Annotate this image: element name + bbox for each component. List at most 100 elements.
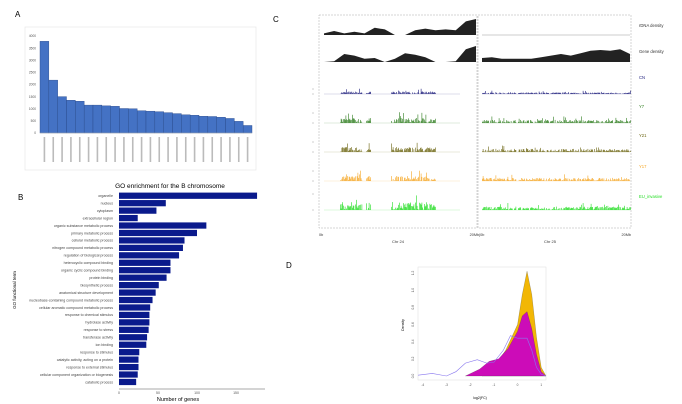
signal-bar bbox=[541, 208, 542, 210]
signal-bar bbox=[424, 150, 426, 152]
signal-bar bbox=[493, 121, 494, 123]
signal-bar bbox=[396, 92, 397, 94]
signal-bar bbox=[416, 118, 417, 123]
signal-bar bbox=[614, 207, 615, 210]
signal-bar bbox=[343, 205, 344, 210]
bar bbox=[66, 100, 76, 134]
signal-bar bbox=[482, 121, 483, 123]
signal-bar bbox=[498, 121, 499, 123]
signal-bar bbox=[625, 150, 626, 152]
signal-bar bbox=[593, 179, 594, 181]
signal-bar bbox=[599, 121, 601, 123]
signal-bar bbox=[424, 179, 426, 181]
x-tick-label: 50 bbox=[156, 391, 160, 395]
signal-bar bbox=[490, 209, 491, 210]
signal-bar bbox=[354, 177, 355, 181]
signal-bar bbox=[495, 121, 497, 123]
signal-bar bbox=[503, 178, 505, 181]
y-tick-label: 1.0 bbox=[411, 288, 415, 293]
signal-bar bbox=[347, 143, 348, 152]
signal-bar bbox=[523, 120, 525, 123]
signal-bar bbox=[483, 93, 485, 94]
signal-bar bbox=[491, 179, 493, 181]
signal-bar bbox=[529, 92, 530, 94]
signal-bar bbox=[564, 120, 565, 123]
signal-bar bbox=[577, 207, 578, 210]
signal-bar bbox=[525, 92, 526, 94]
bar bbox=[119, 214, 138, 222]
signal-bar bbox=[527, 180, 529, 181]
signal-bar bbox=[352, 149, 353, 152]
signal-bar bbox=[419, 202, 420, 210]
signal-bar bbox=[398, 118, 399, 123]
chart-b-title: GO enrichment for the B chromosome bbox=[115, 183, 225, 190]
signal-bar bbox=[499, 121, 501, 123]
chromosome-label: Chr 25 bbox=[544, 239, 557, 244]
signal-bar bbox=[421, 202, 423, 210]
signal-bar bbox=[598, 177, 600, 181]
signal-bar bbox=[526, 207, 528, 210]
signal-bar bbox=[518, 179, 520, 181]
signal-bar bbox=[614, 178, 615, 181]
signal-bar bbox=[520, 119, 521, 123]
signal-bar bbox=[394, 151, 395, 152]
signal-bar bbox=[504, 150, 505, 152]
signal-bar bbox=[577, 120, 578, 123]
signal-bar bbox=[610, 92, 612, 94]
signal-bar bbox=[541, 92, 542, 94]
x-tick-label: 20Mb|0b bbox=[470, 233, 485, 237]
signal-bar bbox=[482, 176, 484, 181]
signal-bar bbox=[344, 147, 346, 152]
signal-bar bbox=[360, 121, 362, 123]
signal-bar bbox=[506, 208, 508, 210]
x-tick-label: 1 bbox=[540, 383, 542, 387]
signal-bar bbox=[523, 179, 525, 181]
signal-bar bbox=[578, 208, 580, 210]
signal-bar bbox=[358, 177, 359, 181]
y-tick-label: 0.6 bbox=[411, 322, 415, 327]
signal-bar bbox=[566, 178, 567, 181]
signal-bar bbox=[587, 207, 589, 210]
signal-bar bbox=[501, 93, 502, 94]
signal-bar bbox=[584, 151, 585, 152]
signal-bar bbox=[360, 149, 362, 152]
signal-bar bbox=[404, 148, 405, 152]
panel-label-b: B bbox=[18, 193, 23, 202]
signal-bar bbox=[554, 180, 555, 181]
category-label: nucleus bbox=[101, 201, 114, 205]
signal-bar bbox=[553, 150, 554, 152]
signal-bar bbox=[530, 179, 532, 181]
signal-bar bbox=[576, 92, 577, 94]
signal-bar bbox=[432, 122, 433, 123]
signal-bar bbox=[562, 148, 564, 152]
track-label: CN bbox=[639, 75, 645, 80]
signal-bar bbox=[430, 204, 431, 210]
signal-bar bbox=[578, 120, 580, 123]
signal-bar bbox=[347, 176, 348, 181]
plot-frame bbox=[417, 266, 547, 381]
signal-bar bbox=[351, 202, 352, 210]
signal-bar bbox=[534, 147, 536, 152]
signal-bar bbox=[590, 148, 592, 152]
signal-bar bbox=[404, 206, 406, 210]
signal-bar bbox=[512, 209, 513, 210]
signal-bar bbox=[417, 114, 419, 123]
track-label: Gene density bbox=[639, 49, 665, 54]
signal-bar bbox=[482, 178, 483, 181]
bar bbox=[39, 41, 50, 134]
signal-bar bbox=[626, 93, 627, 94]
signal-bar bbox=[341, 92, 343, 94]
signal-bar bbox=[617, 149, 618, 152]
signal-bar bbox=[490, 149, 492, 152]
signal-bar bbox=[348, 91, 349, 94]
signal-bar bbox=[601, 121, 602, 123]
bar bbox=[119, 229, 197, 237]
signal-bar bbox=[603, 207, 605, 210]
signal-bar bbox=[572, 208, 573, 210]
signal-bar bbox=[400, 177, 401, 181]
signal-bar bbox=[507, 150, 509, 152]
signal-bar bbox=[606, 122, 608, 123]
signal-bar bbox=[512, 178, 513, 181]
signal-bar bbox=[366, 203, 367, 210]
signal-bar bbox=[570, 122, 572, 123]
